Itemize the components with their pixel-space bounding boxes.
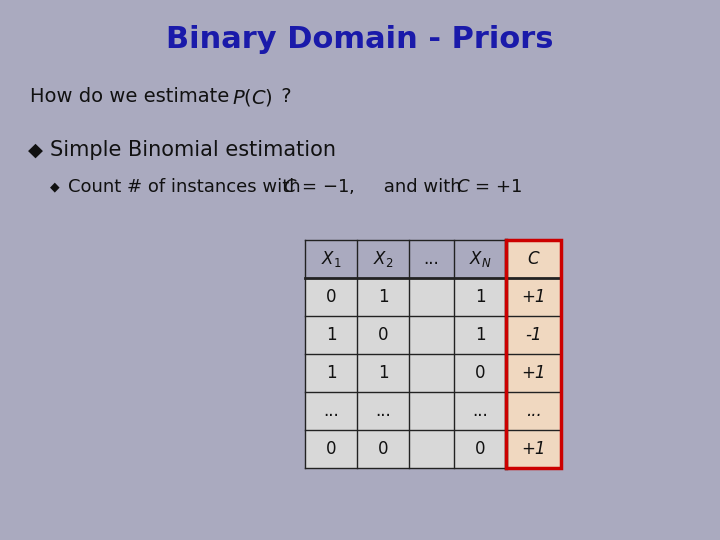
Text: 0: 0 — [378, 440, 388, 458]
Text: Binary Domain - Priors: Binary Domain - Priors — [166, 25, 554, 55]
Text: ?: ? — [275, 87, 292, 106]
Text: -1: -1 — [525, 326, 542, 344]
Text: $X_1$: $X_1$ — [320, 249, 341, 269]
Text: 0: 0 — [474, 364, 485, 382]
Text: 0: 0 — [325, 288, 336, 306]
Text: Simple Binomial estimation: Simple Binomial estimation — [50, 140, 336, 160]
Text: 1: 1 — [378, 288, 388, 306]
Text: ...: ... — [375, 402, 391, 420]
Text: 0: 0 — [325, 440, 336, 458]
Text: ◆: ◆ — [28, 140, 43, 159]
Text: ...: ... — [323, 402, 339, 420]
Text: 1: 1 — [325, 326, 336, 344]
Text: +1: +1 — [521, 364, 546, 382]
Text: $\mathit{C}$ = $\mathit{-1}$,: $\mathit{C}$ = $\mathit{-1}$, — [283, 178, 355, 197]
Text: $C$: $C$ — [527, 250, 540, 268]
Text: ...: ... — [472, 402, 488, 420]
Text: 1: 1 — [474, 326, 485, 344]
Bar — [305, 278, 561, 468]
Bar — [506, 240, 561, 468]
Text: 1: 1 — [378, 364, 388, 382]
Text: $X_N$: $X_N$ — [469, 249, 491, 269]
Text: $\mathit{C}$ = $\mathit{+1}$: $\mathit{C}$ = $\mathit{+1}$ — [456, 178, 522, 196]
Text: ◆: ◆ — [50, 180, 60, 193]
Text: ...: ... — [526, 402, 541, 420]
Text: 1: 1 — [325, 364, 336, 382]
Text: Count # of instances with: Count # of instances with — [68, 178, 307, 196]
Text: and with: and with — [378, 178, 467, 196]
Text: $X_2$: $X_2$ — [373, 249, 393, 269]
Text: +1: +1 — [521, 288, 546, 306]
Text: $\mathit{P(C)}$: $\mathit{P(C)}$ — [232, 86, 273, 107]
Text: 0: 0 — [378, 326, 388, 344]
Text: How do we estimate: How do we estimate — [30, 87, 235, 106]
Text: ...: ... — [423, 250, 439, 268]
Text: 0: 0 — [474, 440, 485, 458]
Bar — [506, 240, 561, 468]
Text: +1: +1 — [521, 440, 546, 458]
Text: 1: 1 — [474, 288, 485, 306]
